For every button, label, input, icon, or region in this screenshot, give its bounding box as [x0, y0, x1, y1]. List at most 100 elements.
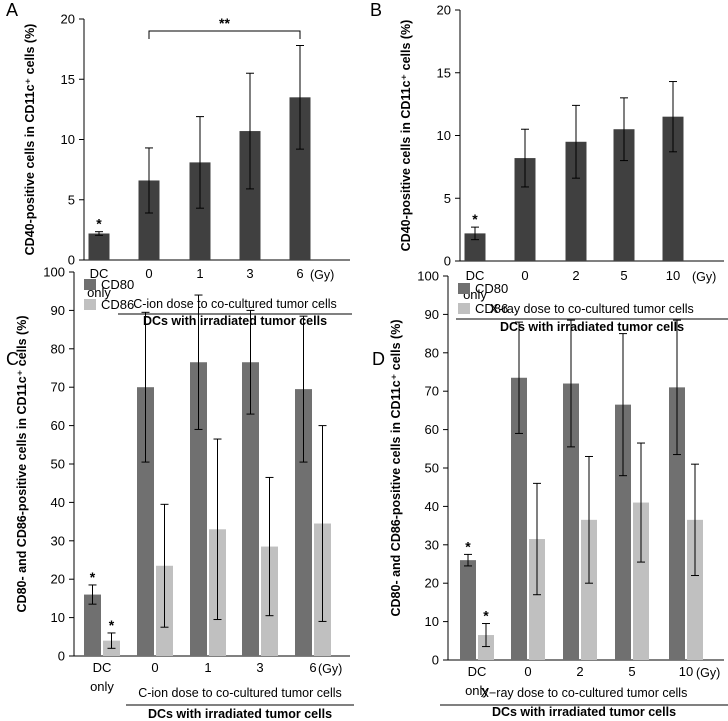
- panel-c-y-tick-label: 30: [51, 533, 65, 548]
- panel-d-x-tick-label: 2: [576, 664, 583, 679]
- panel-c-y-tick-label: 10: [51, 610, 65, 625]
- panel-b-significance-star: *: [472, 211, 478, 227]
- panel-b-y-axis-title: CD40-positive cells in CD11c⁺ cells (%): [399, 20, 413, 252]
- panel-c-y-tick-label: 20: [51, 572, 65, 587]
- panel-a-bar-cd40: [138, 180, 160, 260]
- panel-d-bar-cd80: [563, 383, 579, 660]
- panel-a-y-tick-label: 20: [61, 12, 75, 27]
- panel-a-unit-label: (Gy): [310, 268, 334, 282]
- panel-c-significance-star: *: [109, 617, 115, 633]
- panel-b-x-tick-label: 10: [666, 268, 680, 283]
- panel-b-y-tick-label: 20: [437, 3, 451, 18]
- panel-a-bar-cd40: [88, 233, 110, 260]
- panel-c-bar-cd80: [190, 362, 207, 656]
- panel-c-group-label: DCs with irradiated tumor cells: [148, 707, 332, 721]
- panel-c-y-tick-label: 90: [51, 303, 65, 318]
- panel-d-y-tick-label: 80: [425, 345, 439, 360]
- panel-d-x-tick-label: only: [465, 683, 489, 698]
- panel-a-x-tick-label: 3: [246, 266, 253, 281]
- panel-d-bar-cd80: [511, 377, 527, 660]
- panel-d-bar-cd86: [687, 519, 703, 660]
- panel-d-y-tick-label: 40: [425, 499, 439, 514]
- panel-c-y-tick-label: 0: [58, 649, 65, 664]
- panel-d-x-tick-label: 10: [679, 664, 693, 679]
- panel-d-significance-star: *: [483, 608, 489, 624]
- panel-c-bar-cd80: [137, 387, 154, 656]
- panel-d-y-tick-label: 100: [417, 269, 439, 284]
- panel-b-bar-cd40: [613, 129, 635, 261]
- panel-a-bar-cd40: [289, 97, 311, 260]
- panel-c-legend-swatch-cd80: [84, 279, 96, 290]
- panel-d-bar-cd80: [615, 404, 631, 660]
- panel-b-bar-cd40: [514, 158, 536, 261]
- panel-d-x-tick-label: DC: [468, 664, 487, 679]
- panel-c-legend-swatch-cd86: [84, 299, 96, 310]
- panel-b-unit-label: (Gy): [692, 270, 716, 284]
- panel-d-legend-swatch-cd80: [458, 283, 470, 294]
- panel-d-bar-cd86: [529, 539, 545, 660]
- panel-b-letter: B: [370, 0, 382, 20]
- panel-d-bar-cd80: [669, 387, 685, 660]
- panel-d-dose-label: X−ray dose to co-cultured tumor cells: [481, 686, 688, 700]
- panel-d-y-axis-title: CD80- and CD86-positive cells in CD11c⁺ …: [389, 320, 403, 617]
- panel-d-y-tick-label: 30: [425, 537, 439, 552]
- panel-a-x-tick-label: DC: [90, 266, 109, 281]
- panel-c-letter: C: [6, 349, 19, 369]
- panel-c-y-tick-label: 100: [43, 265, 65, 280]
- panel-d-legend-swatch-cd86: [458, 303, 470, 314]
- panel-d-bar-cd80: [460, 560, 476, 660]
- panel-a-bar-cd40: [239, 131, 261, 260]
- panel-b-bar-cd40: [464, 233, 486, 261]
- panel-b-dose-label: X-ray dose to co-cultured tumor cells: [490, 302, 694, 316]
- panel-b-group-label: DCs with irradiated tumor cells: [500, 320, 684, 334]
- panel-b-y-tick-label: 15: [437, 65, 451, 80]
- panel-d-legend-label-cd86: CD86: [475, 301, 508, 316]
- panel-c-x-tick-label: 6: [309, 660, 316, 675]
- panel-d-bar-cd86: [478, 635, 494, 660]
- panel-c-x-tick-label: DC: [93, 660, 112, 675]
- panel-b-bar-cd40: [662, 116, 684, 261]
- panel-a-x-tick-label: 1: [196, 266, 203, 281]
- panel-a-significance-star: *: [96, 216, 102, 232]
- panel-d-y-tick-label: 70: [425, 384, 439, 399]
- panel-c-bar-cd80: [295, 389, 312, 656]
- panel-b-y-tick-label: 5: [444, 191, 451, 206]
- panel-d-bar-cd86: [633, 502, 649, 660]
- panel-d-y-tick-label: 90: [425, 307, 439, 322]
- panel-c-bar-cd80: [242, 362, 259, 656]
- panel-c-y-tick-label: 40: [51, 495, 65, 510]
- panel-d-x-tick-label: 0: [524, 664, 531, 679]
- panel-c-unit-label: (Gy): [318, 662, 342, 676]
- panel-b-bar-cd40: [565, 141, 587, 261]
- panel-a-significance-bracket: [148, 30, 301, 39]
- panel-c-x-tick-label: 3: [256, 660, 263, 675]
- panel-c-bar-cd80: [84, 594, 101, 656]
- panel-a-bar-cd40: [189, 162, 211, 260]
- panel-c-significance-star: *: [90, 569, 96, 585]
- panel-c-x-tick-label: 1: [204, 660, 211, 675]
- panel-b-y-tick-label: 10: [437, 128, 451, 143]
- panel-c-legend-label-cd80: CD80: [101, 277, 134, 292]
- panel-a-y-axis-title: CD40-positive cells in CD11c⁺ cells (%): [23, 24, 37, 256]
- panel-c-y-tick-label: 50: [51, 457, 65, 472]
- panel-a-y-tick-label: 10: [61, 132, 75, 147]
- panel-d-unit-label: (Gy): [696, 666, 720, 680]
- panel-b-x-tick-label: 5: [620, 268, 627, 283]
- panel-d-letter: D: [372, 349, 385, 369]
- panel-b-y-tick-label: 0: [444, 254, 451, 269]
- panel-d-y-tick-label: 10: [425, 614, 439, 629]
- panel-d-legend-label-cd80: CD80: [475, 281, 508, 296]
- panel-a-bracket-stars: **: [219, 15, 230, 31]
- panel-d-y-tick-label: 50: [425, 461, 439, 476]
- panel-c-y-tick-label: 60: [51, 418, 65, 433]
- panel-d-x-tick-label: 5: [628, 664, 635, 679]
- panel-d-group-label: DCs with irradiated tumor cells: [492, 705, 676, 719]
- panel-c-y-axis-title: CD80- and CD86-positive cells in CD11c⁺ …: [15, 316, 29, 613]
- panel-d-bar-cd86: [581, 519, 597, 660]
- panel-a-group-label: DCs with irradiated tumor cells: [143, 314, 327, 328]
- panel-c-y-tick-label: 80: [51, 341, 65, 356]
- panel-a-x-tick-label: 0: [145, 266, 152, 281]
- panel-c-legend-label-cd86: CD86: [101, 297, 134, 312]
- panel-c-x-tick-label: only: [90, 679, 114, 694]
- panel-c-x-tick-label: 0: [151, 660, 158, 675]
